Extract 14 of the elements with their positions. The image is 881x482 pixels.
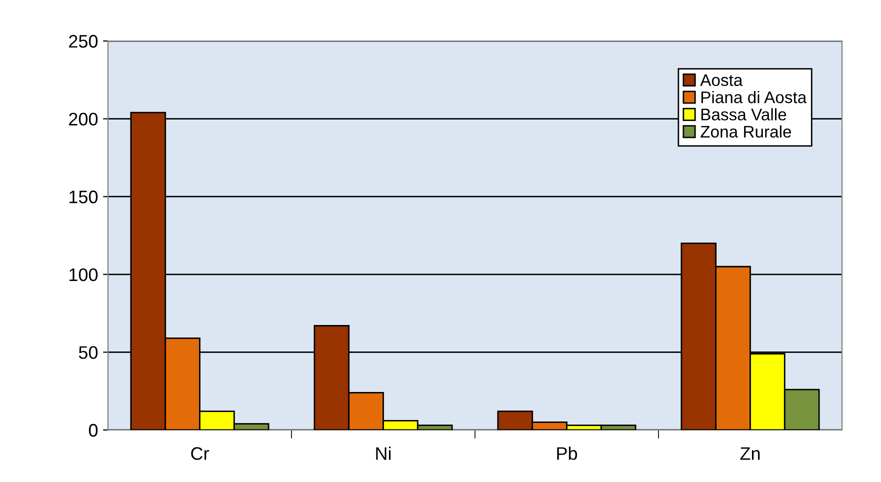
y-tick-label: 250 — [69, 34, 98, 48]
x-tick-label: Pb — [557, 446, 578, 460]
legend-label: Zona Rurale — [700, 125, 792, 138]
y-tick-label: 0 — [88, 424, 98, 437]
legend-label: Aosta — [700, 74, 743, 86]
legend-label: Bassa Valle — [701, 108, 786, 120]
y-tick-label: 100 — [70, 268, 98, 282]
legend-label: Piana di Aosta — [701, 90, 807, 104]
y-tick-label: 200 — [69, 112, 98, 126]
x-tick-label: Zn — [740, 447, 760, 460]
y-tick-label: 150 — [70, 190, 98, 204]
y-tick-label: 50 — [78, 346, 98, 359]
x-tick-label: Cr — [191, 447, 209, 460]
x-tick-label: Ni — [376, 446, 391, 460]
